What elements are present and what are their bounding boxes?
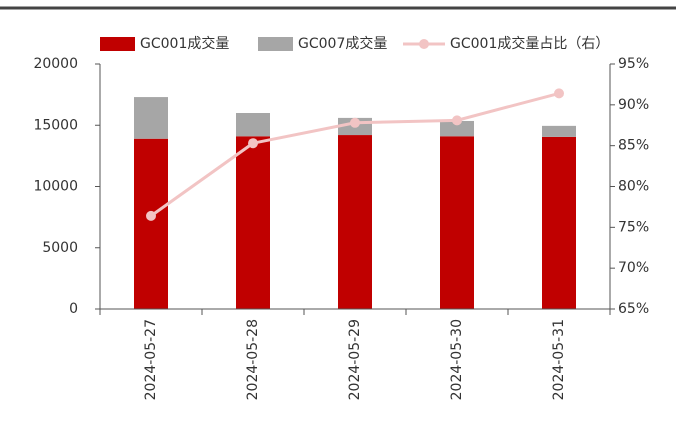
line-marker [146, 210, 156, 221]
x-tick-label: 2024-05-28 [245, 319, 261, 400]
line-marker [350, 117, 360, 128]
line-marker [554, 88, 564, 99]
bar [440, 120, 474, 137]
y-tick-label: 20000 [33, 56, 78, 72]
y-tick-label: 0 [69, 301, 78, 317]
bar [134, 138, 168, 309]
line-marker [248, 138, 258, 149]
x-tick-label: 2024-05-29 [347, 319, 363, 400]
bar [338, 135, 372, 309]
bar [440, 136, 474, 309]
bar [542, 136, 576, 309]
bar [134, 97, 168, 139]
y-tick-label: 10000 [33, 179, 78, 195]
x-tick-label: 2024-05-31 [551, 319, 567, 400]
y2-tick-label: 75% [618, 219, 649, 235]
y-tick-label: 15000 [33, 117, 78, 133]
x-tick-label: 2024-05-30 [449, 319, 465, 400]
legend-swatch [258, 37, 293, 51]
bar [236, 136, 270, 309]
x-tick-label: 2024-05-27 [143, 319, 159, 400]
y2-tick-label: 70% [618, 260, 649, 276]
y2-tick-label: 95% [618, 56, 649, 72]
legend-swatch [100, 37, 135, 51]
y2-tick-label: 90% [618, 97, 649, 113]
y-tick-label: 5000 [42, 240, 78, 256]
bar [236, 113, 270, 137]
legend-swatch [419, 39, 429, 49]
legend-label: GC001成交量占比（右） [450, 35, 609, 52]
y2-tick-label: 80% [618, 179, 649, 195]
y2-tick-label: 85% [618, 138, 649, 154]
bar [542, 125, 576, 137]
legend-label: GC007成交量 [298, 35, 387, 52]
legend-label: GC001成交量 [140, 35, 229, 52]
y2-tick-label: 65% [618, 301, 649, 317]
line-marker [452, 115, 462, 126]
